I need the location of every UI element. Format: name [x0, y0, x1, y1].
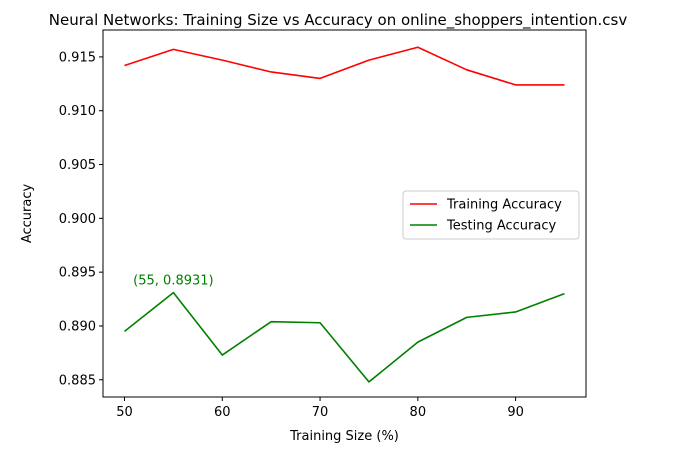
y-tick-label: 0.900	[59, 212, 96, 227]
plot-frame	[102, 29, 587, 398]
y-tick-label: 0.915	[59, 50, 96, 65]
x-tick-label: 60	[214, 405, 231, 420]
y-tick-label: 0.910	[59, 104, 96, 119]
x-tick-label: 90	[507, 405, 524, 420]
y-tick-label: 0.905	[59, 158, 96, 173]
y-tick-label: 0.895	[59, 266, 96, 281]
series-line-testing-accuracy	[124, 291, 565, 383]
y-axis-label: Accuracy	[20, 184, 35, 244]
y-tick-label: 0.890	[59, 319, 96, 334]
legend: Training Accuracy Testing Accuracy	[402, 190, 580, 240]
legend-box	[402, 190, 580, 240]
series-line-training-accuracy	[124, 46, 565, 86]
x-axis-label: Training Size (%)	[289, 429, 399, 444]
legend-entry-label: Testing Accuracy	[446, 219, 556, 234]
annotation-label: (55, 0.8931)	[133, 274, 213, 289]
y-axis: 0.885 0.890 0.895 0.900 0.905 0.910 0.915	[59, 50, 103, 388]
x-tick-label: 70	[312, 405, 329, 420]
annotations: (55, 0.8931)	[133, 274, 213, 289]
x-tick-label: 50	[116, 405, 133, 420]
legend-entry-label: Training Accuracy	[446, 198, 562, 213]
chart-title: Neural Networks: Training Size vs Accura…	[49, 11, 628, 30]
plot-area	[124, 46, 565, 383]
x-axis: 50 60 70 80 90	[116, 397, 524, 420]
x-tick-label: 80	[410, 405, 427, 420]
y-tick-label: 0.885	[59, 373, 96, 388]
